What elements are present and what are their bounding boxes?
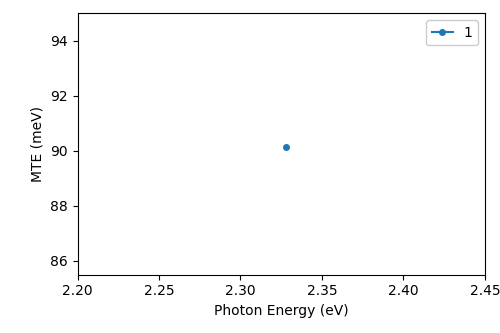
- Legend: 1: 1: [426, 20, 478, 45]
- Y-axis label: MTE (meV): MTE (meV): [30, 106, 44, 182]
- X-axis label: Photon Energy (eV): Photon Energy (eV): [214, 304, 348, 318]
